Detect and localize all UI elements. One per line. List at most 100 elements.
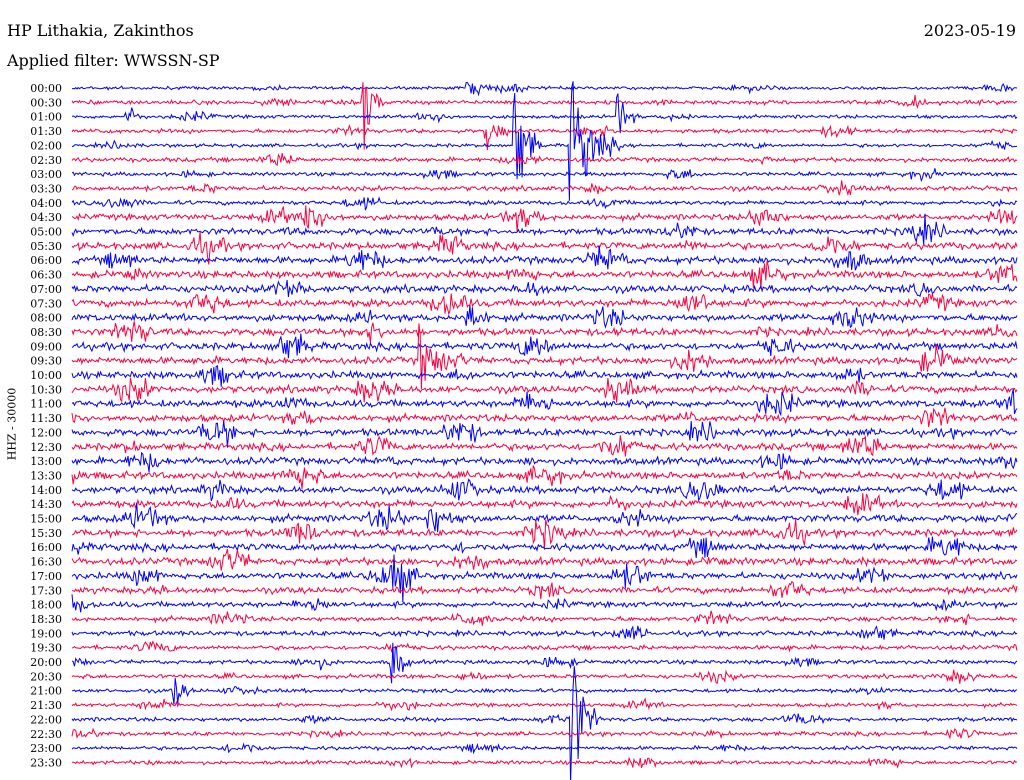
time-tick-label: 05:30 bbox=[30, 240, 62, 253]
trace-0430 bbox=[71, 205, 1018, 232]
time-tick-label: 20:00 bbox=[30, 656, 62, 669]
time-tick-label: 12:00 bbox=[30, 426, 62, 439]
time-tick-label: 03:00 bbox=[30, 168, 62, 181]
time-tick-label: 23:00 bbox=[30, 742, 62, 755]
trace-0230 bbox=[71, 153, 1018, 166]
time-tick-label: 22:00 bbox=[30, 713, 62, 726]
time-tick-label: 23:30 bbox=[30, 756, 62, 769]
trace-1930 bbox=[71, 640, 1018, 654]
trace-2330 bbox=[72, 756, 1018, 769]
trace-0200 bbox=[71, 81, 1018, 201]
time-tick-label: 22:30 bbox=[30, 728, 62, 741]
time-tick-label: 15:30 bbox=[30, 527, 62, 540]
trace-1100 bbox=[71, 388, 1018, 417]
trace-1200 bbox=[71, 420, 1018, 448]
trace-0600 bbox=[71, 245, 1018, 271]
trace-1330 bbox=[71, 465, 1018, 490]
time-tick-label: 05:00 bbox=[30, 226, 62, 239]
trace-1130 bbox=[71, 407, 1018, 427]
time-tick-label: 18:00 bbox=[30, 599, 62, 612]
time-tick-label: 20:30 bbox=[30, 670, 62, 683]
trace-1500 bbox=[71, 502, 1018, 533]
trace-1800 bbox=[71, 594, 1018, 613]
time-tick-label: 17:00 bbox=[30, 570, 62, 583]
trace-1900 bbox=[71, 625, 1018, 640]
time-tick-label: 04:30 bbox=[30, 211, 62, 224]
trace-0030 bbox=[71, 82, 1018, 150]
trace-0100 bbox=[71, 93, 1018, 134]
trace-0800 bbox=[71, 305, 1018, 329]
trace-0900 bbox=[71, 333, 1018, 359]
trace-0630 bbox=[71, 260, 1018, 290]
time-tick-label: 09:30 bbox=[30, 355, 62, 368]
trace-1630 bbox=[71, 548, 1018, 571]
trace-1400 bbox=[71, 478, 1018, 502]
time-tick-label: 17:30 bbox=[30, 584, 62, 597]
trace-1000 bbox=[71, 365, 1018, 387]
filter-label: Applied filter: WWSSN-SP bbox=[7, 51, 220, 70]
time-tick-label: 16:30 bbox=[30, 556, 62, 569]
trace-0300 bbox=[71, 168, 1018, 183]
trace-0500 bbox=[71, 213, 1018, 246]
time-tick-label: 06:30 bbox=[30, 269, 62, 282]
time-tick-label: 19:30 bbox=[30, 642, 62, 655]
time-tick-label: 07:00 bbox=[30, 283, 62, 296]
time-tick-label: 14:00 bbox=[30, 484, 62, 497]
trace-0400 bbox=[71, 196, 1018, 211]
time-tick-label: 01:00 bbox=[30, 111, 62, 124]
time-tick-label: 02:30 bbox=[30, 154, 62, 167]
trace-0130 bbox=[71, 123, 1018, 151]
trace-0830 bbox=[71, 321, 1018, 343]
trace-2230 bbox=[71, 727, 1018, 740]
date-label: 2023-05-19 bbox=[923, 21, 1016, 40]
time-tick-label: 12:30 bbox=[30, 441, 62, 454]
time-tick-label: 11:30 bbox=[30, 412, 62, 425]
trace-2000 bbox=[71, 642, 1018, 684]
time-tick-label: 03:30 bbox=[30, 182, 62, 195]
time-tick-label: 00:30 bbox=[30, 96, 62, 109]
trace-1730 bbox=[71, 580, 1018, 600]
trace-0700 bbox=[71, 279, 1018, 298]
trace-2030 bbox=[71, 669, 1018, 684]
trace-0330 bbox=[71, 180, 1018, 197]
time-tick-label: 10:00 bbox=[30, 369, 62, 382]
trace-0730 bbox=[71, 293, 1018, 317]
trace-0930 bbox=[71, 323, 1018, 390]
time-tick-label: 21:30 bbox=[30, 699, 62, 712]
trace-1600 bbox=[71, 536, 1018, 559]
time-tick-label: 06:00 bbox=[30, 254, 62, 267]
trace-1530 bbox=[71, 519, 1018, 550]
time-tick-label: 00:00 bbox=[30, 82, 62, 95]
time-tick-label: 14:30 bbox=[30, 498, 62, 511]
time-tick-label: 11:00 bbox=[30, 398, 62, 411]
time-tick-label: 02:00 bbox=[30, 139, 62, 152]
trace-1030 bbox=[71, 377, 1018, 403]
time-tick-label: 13:30 bbox=[30, 469, 62, 482]
time-tick-label: 07:30 bbox=[30, 297, 62, 310]
station-title: HP Lithakia, Zakinthos bbox=[7, 21, 194, 40]
time-tick-label: 08:00 bbox=[30, 312, 62, 325]
trace-2100 bbox=[71, 678, 1018, 705]
time-tick-label: 01:30 bbox=[30, 125, 62, 138]
time-tick-label: 13:00 bbox=[30, 455, 62, 468]
trace-1300 bbox=[71, 451, 1018, 473]
trace-1700 bbox=[71, 554, 1018, 603]
trace-1830 bbox=[71, 610, 1018, 626]
time-tick-label: 18:30 bbox=[30, 613, 62, 626]
time-tick-label: 15:00 bbox=[30, 513, 62, 526]
trace-2200 bbox=[71, 666, 1018, 780]
time-tick-label: 10:30 bbox=[30, 383, 62, 396]
time-tick-label: 08:30 bbox=[30, 326, 62, 339]
time-tick-label: 21:00 bbox=[30, 685, 62, 698]
time-tick-label: 19:00 bbox=[30, 627, 62, 640]
time-tick-label: 16:00 bbox=[30, 541, 62, 554]
trace-2130 bbox=[71, 697, 1018, 712]
trace-1430 bbox=[71, 493, 1018, 516]
trace-0530 bbox=[71, 231, 1018, 265]
trace-1230 bbox=[71, 435, 1018, 457]
trace-2300 bbox=[71, 742, 1018, 755]
time-tick-label: 09:00 bbox=[30, 340, 62, 353]
trace-0000 bbox=[71, 81, 1018, 97]
time-tick-label: 04:00 bbox=[30, 197, 62, 210]
